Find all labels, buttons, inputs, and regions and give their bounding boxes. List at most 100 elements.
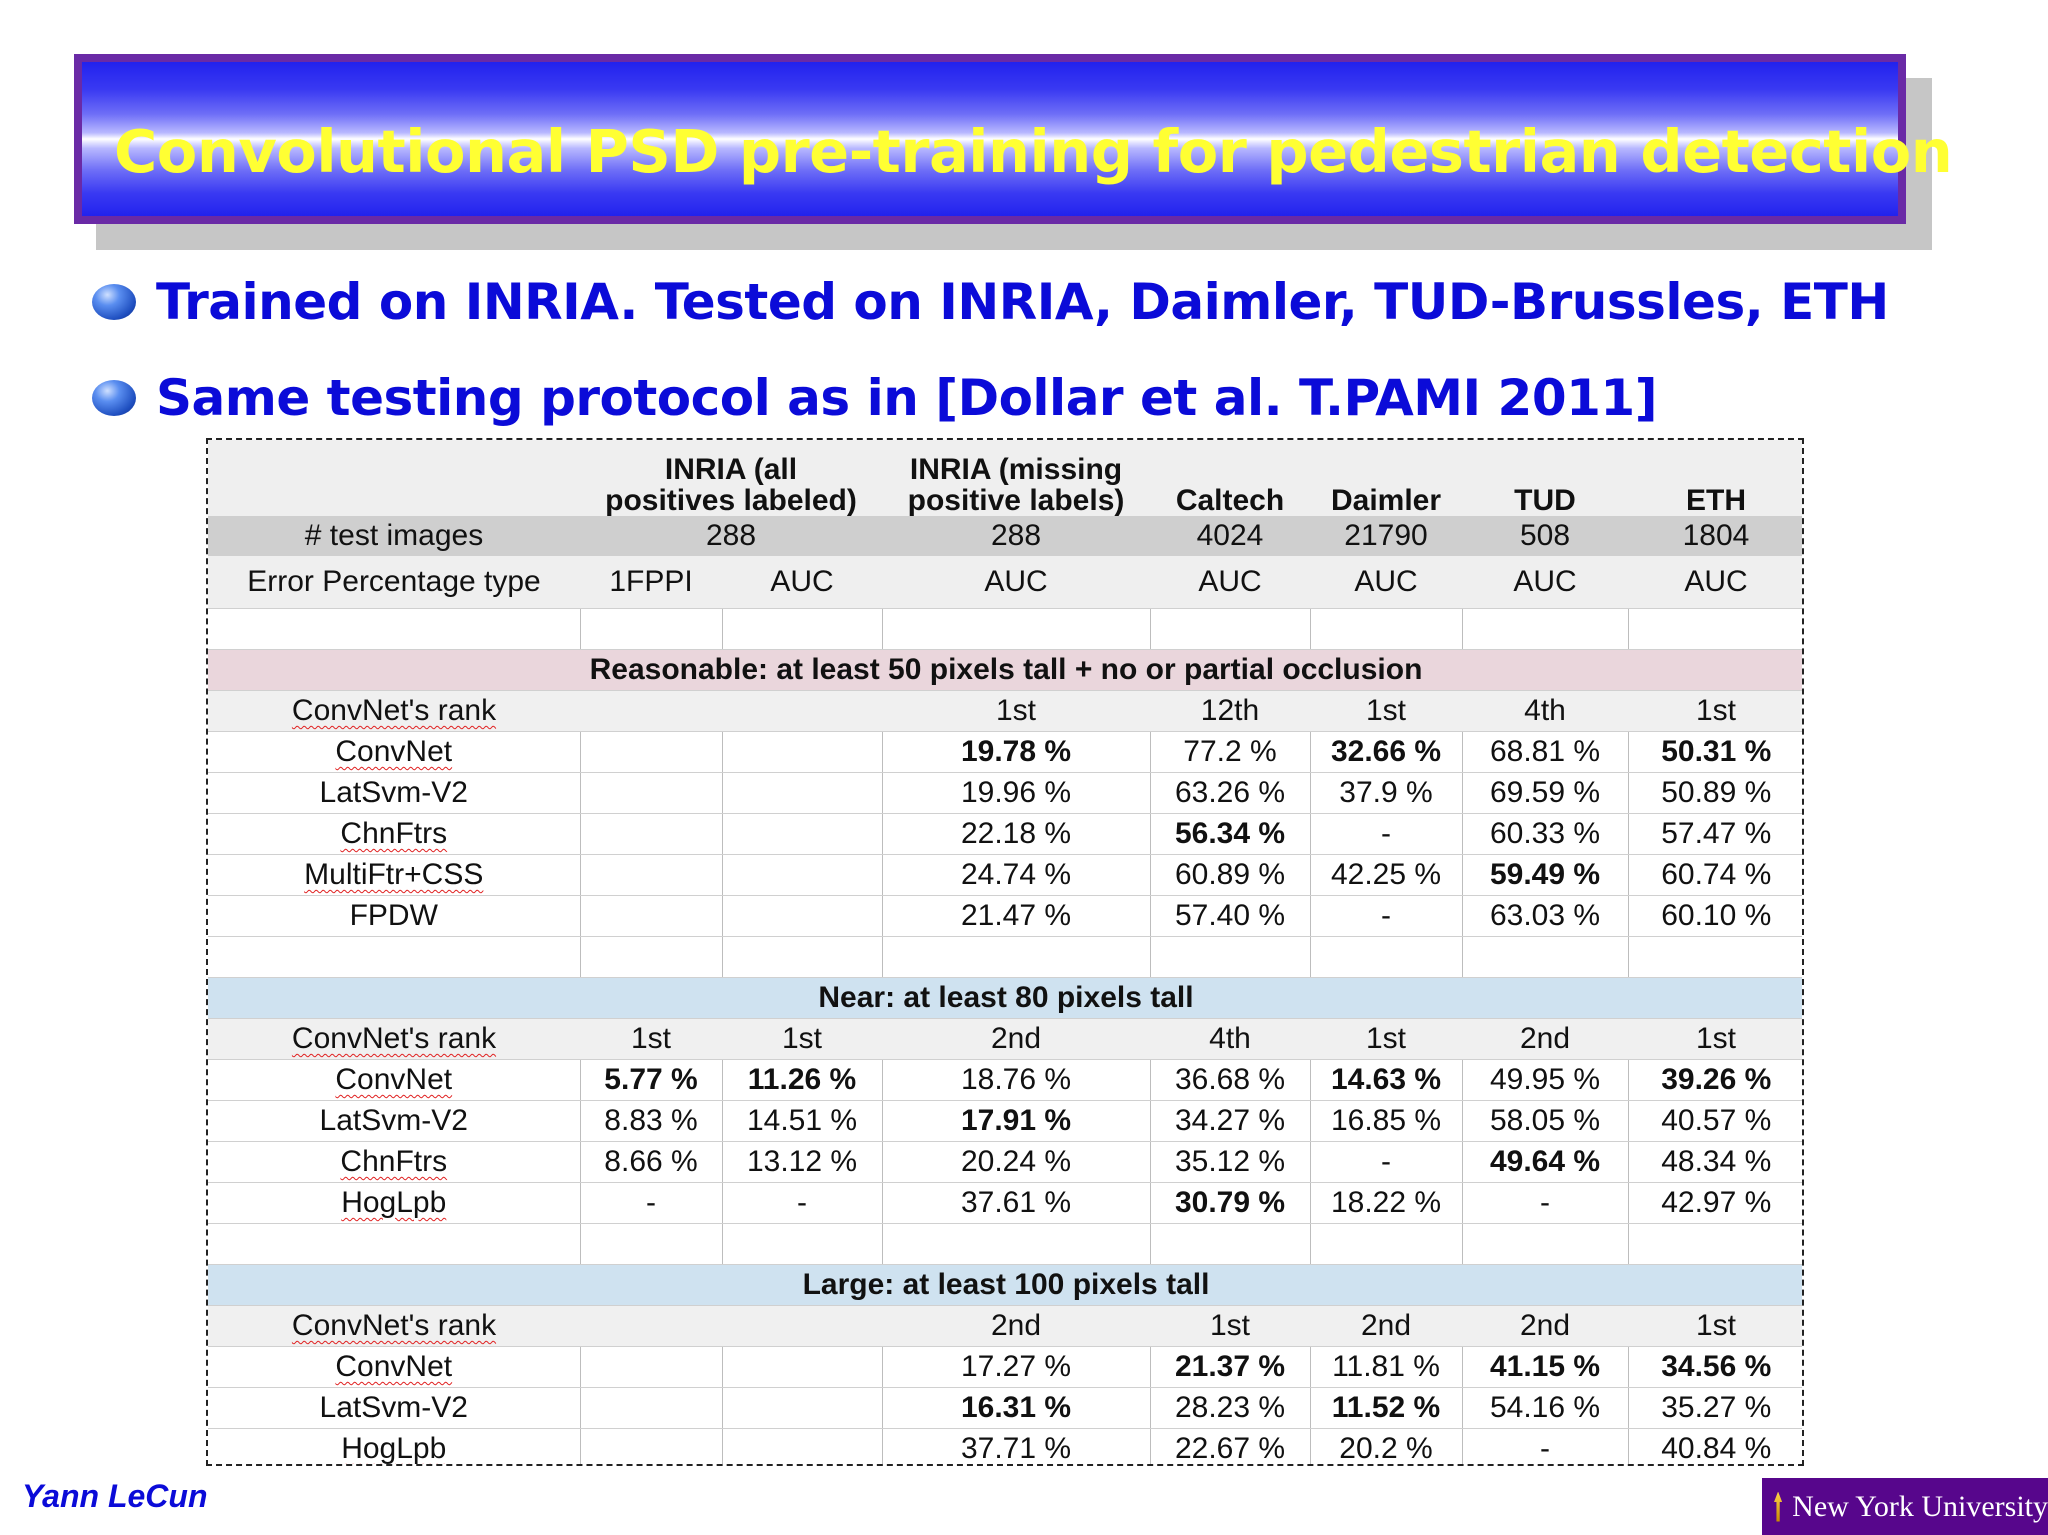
spacer-cell [1150,608,1311,650]
spacer-cell [1310,1223,1463,1265]
result-value: 21.47 % [882,895,1151,937]
test-images-label: # test images [208,516,580,556]
result-value: 77.2 % [1150,731,1311,773]
spacer-cell [580,1223,723,1265]
result-value: 13.12 % [722,1141,883,1183]
rank-value: 1st [580,1018,722,1060]
rank-value: 4th [1462,690,1628,732]
table-row: LatSvm-V2 19.96 % 63.26 % 37.9 % 69.59 % 50.8… [208,772,1802,814]
method-name: ChnFtrs [208,1141,581,1183]
method-name: LatSvm-V2 [208,1387,581,1429]
result-value: 32.66 % [1310,731,1463,773]
test-images-value: 21790 [1310,516,1462,556]
result-value: 11.26 % [722,1059,883,1101]
rank-value: 1st [722,1018,882,1060]
spacer-cell [208,608,581,650]
table-row: ChnFtrs 8.66 % 13.12 % 20.24 % 35.12 % -49.64… [208,1141,1802,1183]
result-value: 8.83 % [580,1100,723,1142]
result-value [580,1428,723,1464]
result-value: 35.12 % [1150,1141,1311,1183]
error-type-value: AUC [1310,556,1462,609]
section-title: Large: at least 100 pixels tall [208,1264,1802,1306]
result-value [580,731,723,773]
method-name: FPDW [208,895,581,937]
method-name: ChnFtrs [208,813,581,855]
result-value [580,895,723,937]
author-name: Yann LeCun [22,1478,208,1514]
slide-title: Convolutional PSD pre-training for pedes… [114,117,1953,186]
result-value: 14.63 % [1310,1059,1463,1101]
result-value: - [1310,1141,1463,1183]
rank-label: ConvNet's rank [208,1018,580,1060]
result-value: 19.96 % [882,772,1151,814]
method-name: LatSvm-V2 [208,1100,581,1142]
spacer-cell [1150,936,1311,978]
method-name: LatSvm-V2 [208,772,581,814]
result-value: 41.15 % [1462,1346,1629,1388]
spacer-cell [1628,608,1802,650]
bullet-text: Trained on INRIA. Tested on INRIA, Daiml… [156,273,1889,331]
section-title-row: Near: at least 80 pixels tall [208,977,1802,1019]
rank-value [722,1305,882,1347]
result-value: 54.16 % [1462,1387,1629,1429]
rank-row: ConvNet's rank 1st 12th 1st 4th 1st [208,690,1802,732]
rank-value: 1st [1628,1018,1802,1060]
result-value: 59.49 % [1462,854,1629,896]
result-value: 56.34 % [1150,813,1311,855]
spacer-cell [208,936,581,978]
spacer-cell [1628,1223,1802,1265]
results-table: INRIA (all positives labeled) INRIA (miss… [206,438,1804,1466]
result-value: 21.37 % [1150,1346,1311,1388]
table-row: HogLpb - -37.61 % 30.79 % 18.22 % -42.97 % [208,1182,1802,1224]
test-images-row: # test images 288 288 4024 21790 508 180… [208,516,1802,556]
result-value: 42.25 % [1310,854,1463,896]
result-value: 36.68 % [1150,1059,1311,1101]
table-row: MultiFtr+CSS 24.74 % 60.89 % 42.25 % 59.49 %… [208,854,1802,896]
result-value: 17.91 % [882,1100,1151,1142]
spacer-cell [882,936,1151,978]
result-value [722,813,883,855]
spacer-cell [722,1223,883,1265]
method-name: ConvNet [208,1346,581,1388]
bullet-text: Same testing protocol as in [Dollar et a… [156,369,1658,427]
institution-name: New York University [1792,1489,2048,1523]
result-value: 40.84 % [1628,1428,1802,1464]
bullet-1: Trained on INRIA. Tested on INRIA, Daiml… [92,262,1889,342]
result-value: 37.9 % [1310,772,1463,814]
error-type-row: Error Percentage type 1FPPI AUC AUC AUC … [208,556,1802,609]
result-value: 48.34 % [1628,1141,1802,1183]
method-name: HogLpb [208,1182,581,1224]
result-value: 37.61 % [882,1182,1151,1224]
spacer-cell [1462,936,1629,978]
result-value [722,1346,883,1388]
result-value: - [1310,813,1463,855]
rank-value: 1st [1310,690,1462,732]
error-type-value: AUC [1628,556,1802,609]
section-title: Reasonable: at least 50 pixels tall + no… [208,649,1802,691]
section-title: Near: at least 80 pixels tall [208,977,1802,1019]
result-value [722,772,883,814]
result-value: 63.26 % [1150,772,1311,814]
spacer-cell [882,1223,1151,1265]
result-value [580,854,723,896]
result-value: 22.67 % [1150,1428,1311,1464]
result-value: 14.51 % [722,1100,883,1142]
spacer-cell [882,608,1151,650]
table-row: FPDW 21.47 % 57.40 % -63.03 % 60.10 % [208,895,1802,937]
result-value: 18.76 % [882,1059,1151,1101]
rank-value: 12th [1150,690,1310,732]
section-title-row: Reasonable: at least 50 pixels tall + no… [208,649,1802,691]
method-name: HogLpb [208,1428,581,1464]
spacer-cell [580,608,723,650]
spacer-row [208,608,1802,650]
result-value: 34.56 % [1628,1346,1802,1388]
result-value: 20.2 % [1310,1428,1463,1464]
test-images-value: 288 [882,516,1150,556]
error-type-value: AUC [1462,556,1628,609]
result-value: 58.05 % [1462,1100,1629,1142]
result-value: 63.03 % [1462,895,1629,937]
rank-value: 2nd [1462,1018,1628,1060]
result-value: 60.89 % [1150,854,1311,896]
result-value [580,1346,723,1388]
result-value: 60.10 % [1628,895,1802,937]
